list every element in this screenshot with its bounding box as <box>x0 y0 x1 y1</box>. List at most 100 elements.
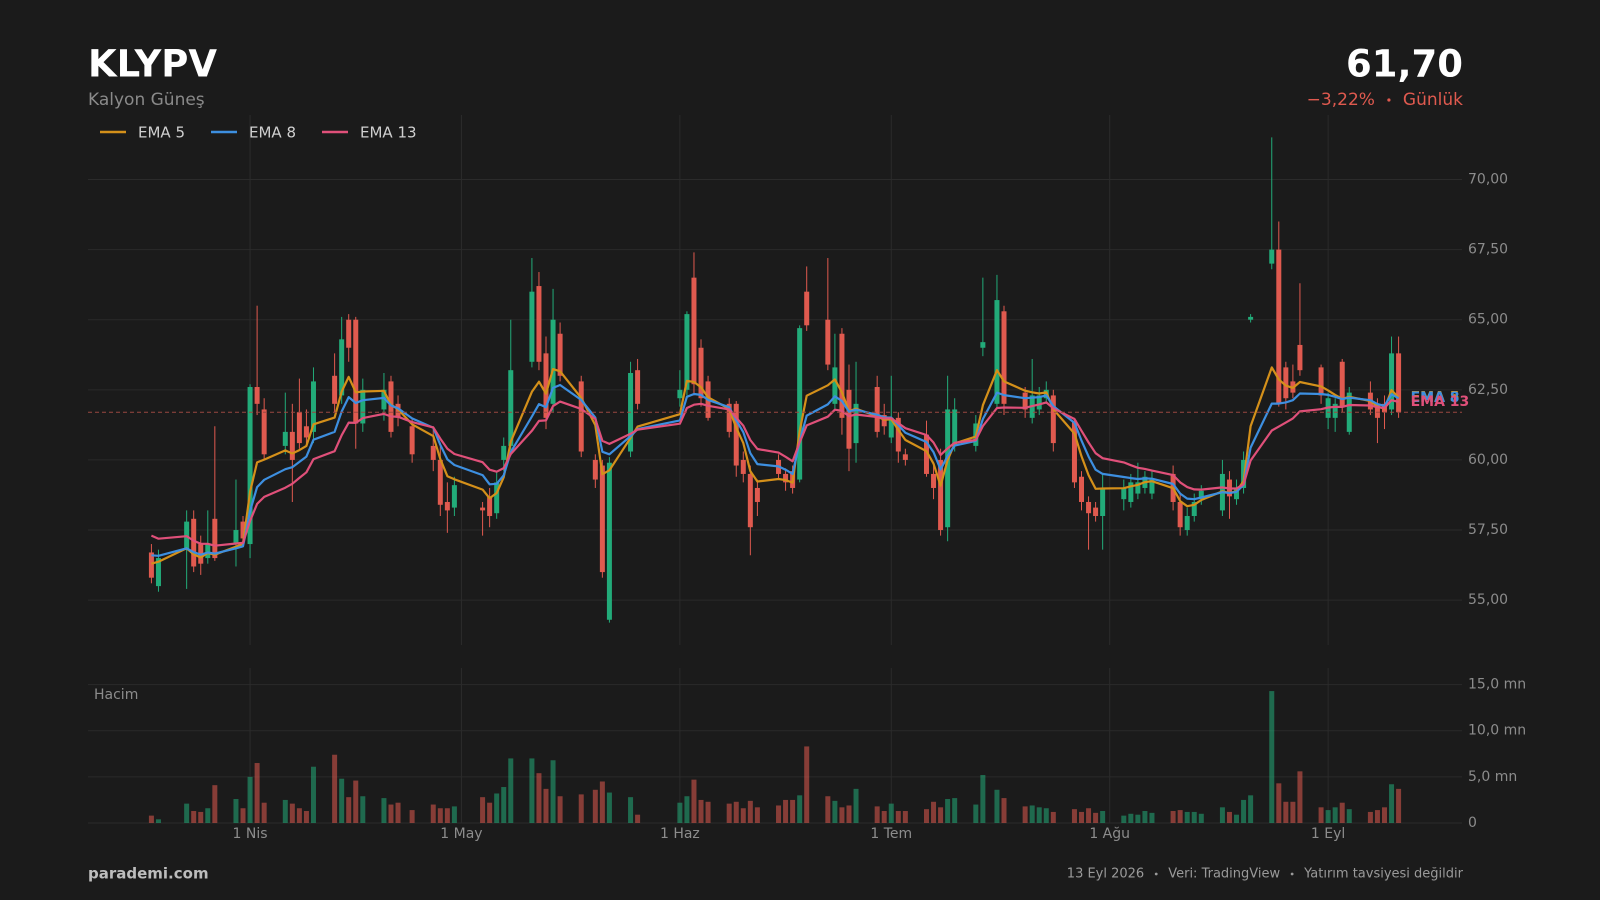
volume-bar <box>839 807 845 823</box>
candle-body <box>437 459 443 505</box>
volume-bar <box>1029 805 1035 823</box>
ema-end-label: EMA 13 <box>1411 394 1470 410</box>
volume-label: Hacim <box>94 687 138 703</box>
candle-body <box>853 403 859 444</box>
candle-body <box>1318 367 1324 396</box>
volume-bar <box>480 797 486 823</box>
x-tick-label: 1 Tem <box>870 826 912 842</box>
volume-bar <box>705 801 711 823</box>
volume-bar <box>698 799 704 823</box>
candle-body <box>353 319 359 424</box>
volume-bar <box>1318 807 1324 823</box>
volume-bar <box>797 795 803 823</box>
volume-bar <box>339 778 345 823</box>
separator <box>1154 872 1158 876</box>
candle-body <box>332 375 338 404</box>
y-tick-label: 70,00 <box>1468 171 1508 187</box>
volume-bar <box>487 802 493 823</box>
candle-body <box>1396 353 1402 413</box>
candle-body <box>1297 344 1303 371</box>
legend-label: EMA 8 <box>249 124 296 142</box>
x-tick-label: 1 Eyl <box>1311 826 1345 842</box>
volume-bar <box>733 801 739 823</box>
volume-bar <box>902 811 908 823</box>
volume-bar <box>501 787 507 823</box>
volume-bar <box>1079 811 1085 823</box>
candle-body <box>1001 311 1007 404</box>
candle-body <box>205 544 211 559</box>
candle-body <box>148 552 154 578</box>
candle-body <box>599 465 605 573</box>
candle-body <box>578 381 584 452</box>
volume-bar <box>783 799 789 823</box>
candle-body <box>155 558 161 587</box>
volume-bar <box>529 758 535 823</box>
volume-bar <box>1241 799 1247 823</box>
volume-bar <box>825 796 831 823</box>
x-tick-label: 1 Haz <box>660 826 700 842</box>
volume-bar <box>599 781 605 823</box>
volume-bar <box>1149 812 1155 823</box>
candle-body <box>592 459 598 480</box>
candle-body <box>310 381 316 432</box>
volume-bar <box>332 754 338 823</box>
candle-body <box>451 485 457 508</box>
candle-body <box>212 518 218 559</box>
candle-body <box>825 319 831 365</box>
volume-bar <box>1374 810 1380 823</box>
volume-bar <box>747 800 753 823</box>
candle-body <box>1036 395 1042 410</box>
volume-bar <box>790 799 796 823</box>
candle-body <box>874 387 880 432</box>
volume-bar <box>804 746 810 823</box>
candle-body <box>1135 482 1141 494</box>
candle-body <box>444 501 450 511</box>
volume-bar <box>191 811 197 823</box>
candle-body <box>994 300 1000 404</box>
candle-body <box>754 487 760 502</box>
volume-bar <box>536 773 542 823</box>
ema-line <box>150 399 1399 547</box>
volume-bar <box>1198 813 1204 823</box>
last-price: 61,70 <box>1346 43 1463 86</box>
candle-body <box>733 403 739 466</box>
volume-bar <box>973 804 979 823</box>
volume-bar <box>776 805 782 823</box>
volume-bar <box>310 766 316 823</box>
marks-layer <box>88 137 1462 823</box>
change-percent: −3,22% <box>1307 90 1375 110</box>
candle-body <box>938 459 944 531</box>
volume-bar <box>881 811 887 823</box>
volume-bar <box>1389 784 1395 823</box>
candle-body <box>747 473 753 528</box>
volume-bar <box>923 809 929 823</box>
volume-bar <box>395 802 401 823</box>
volume-bar <box>148 815 154 823</box>
company-name: Kalyon Güneş <box>88 90 205 110</box>
candle-body <box>501 445 507 460</box>
volume-bar <box>247 776 253 823</box>
candle-body <box>339 339 345 396</box>
period: Günlük <box>1403 90 1463 110</box>
volume-bar <box>895 811 901 823</box>
candle-body <box>508 370 514 446</box>
disclaimer: Yatırım tavsiyesi değildir <box>1303 867 1464 882</box>
volume-bar <box>550 760 556 823</box>
candle-body <box>494 482 500 514</box>
volume-bar <box>282 799 288 823</box>
candle-body <box>282 431 288 446</box>
candle-body <box>740 459 746 474</box>
volume-bar <box>212 785 218 823</box>
ema-end-label: EMA 5 <box>1411 389 1460 405</box>
volume-bar <box>451 806 457 823</box>
volume-bar <box>444 808 450 823</box>
volume-bar <box>1093 812 1099 823</box>
volume-bar <box>945 799 951 823</box>
candle-body <box>1177 501 1183 528</box>
candle-body <box>360 389 366 424</box>
volume-bar <box>1022 806 1028 823</box>
volume-bar <box>430 804 436 823</box>
candle-body <box>289 431 295 460</box>
volume-bar <box>684 796 690 823</box>
volume-bar <box>931 801 937 823</box>
